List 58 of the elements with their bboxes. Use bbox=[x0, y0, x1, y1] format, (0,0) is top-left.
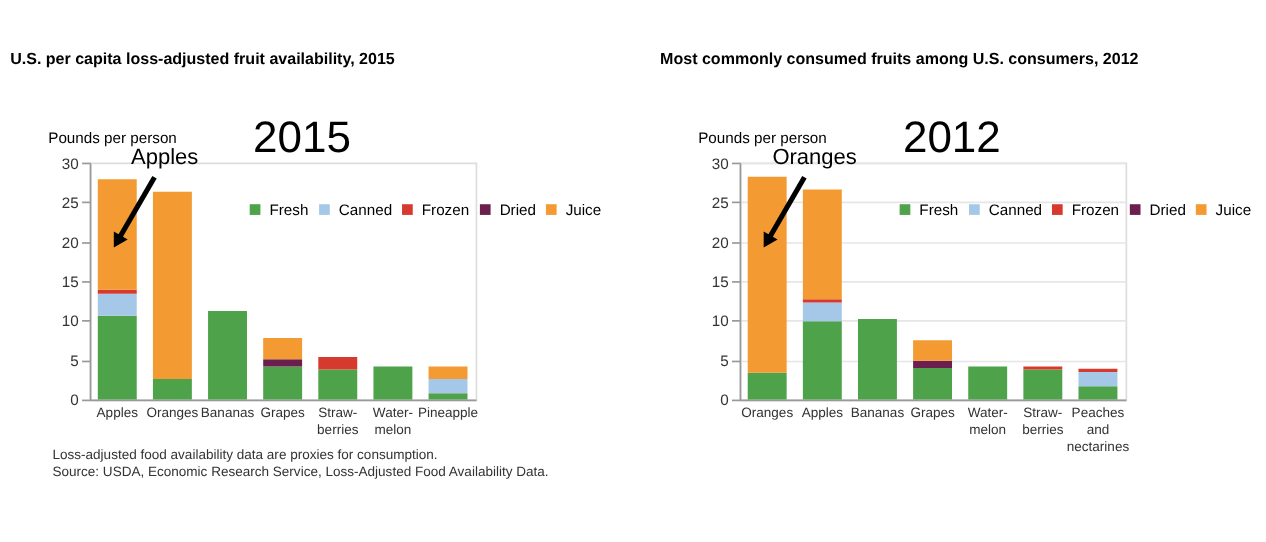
y-tick-label: 30 bbox=[711, 154, 729, 173]
bar bbox=[802, 321, 842, 400]
bar bbox=[747, 176, 787, 373]
y-tick-label: 5 bbox=[70, 351, 79, 370]
bar bbox=[1023, 369, 1063, 400]
bar bbox=[208, 311, 247, 400]
bar bbox=[263, 366, 303, 400]
bar bbox=[428, 366, 468, 380]
bar bbox=[318, 369, 358, 400]
text: 2015 bbox=[252, 112, 351, 163]
y-tick-label: 15 bbox=[61, 273, 79, 291]
bar bbox=[802, 302, 842, 322]
bar bbox=[913, 367, 953, 400]
legend-label: Fresh bbox=[919, 200, 959, 219]
bar bbox=[968, 366, 1008, 400]
annotation: Apples bbox=[131, 145, 200, 170]
legend-label: Juice bbox=[1215, 200, 1252, 219]
y-tick-label: 0 bbox=[70, 391, 79, 410]
bar bbox=[318, 356, 358, 370]
bar bbox=[857, 318, 897, 400]
bar bbox=[97, 293, 137, 316]
bar bbox=[263, 337, 303, 360]
bar bbox=[802, 189, 842, 300]
y-tick-label: 25 bbox=[711, 194, 729, 213]
legend-label: Frozen bbox=[1071, 200, 1120, 219]
bar bbox=[373, 366, 413, 400]
y-tick-label: 15 bbox=[711, 273, 729, 291]
y-tick-label: 25 bbox=[61, 194, 79, 213]
bar bbox=[152, 191, 192, 380]
bar bbox=[97, 179, 137, 290]
y-tick-label: 20 bbox=[61, 233, 79, 252]
y-tick-label: 0 bbox=[720, 391, 729, 410]
y-tick-label: 30 bbox=[61, 154, 79, 173]
y-tick-label: 20 bbox=[711, 233, 729, 252]
bar bbox=[97, 315, 137, 400]
legend-label: Canned bbox=[338, 200, 393, 219]
legend-label: Dried bbox=[1149, 200, 1186, 219]
y-tick-label: 10 bbox=[61, 312, 79, 331]
y-tick-label: 5 bbox=[720, 351, 729, 370]
bar bbox=[913, 340, 953, 361]
bar bbox=[152, 379, 192, 400]
bar bbox=[428, 393, 468, 400]
bar bbox=[747, 372, 787, 400]
y-tick-label: 10 bbox=[711, 312, 729, 331]
y-axis-title: Pounds per person bbox=[698, 129, 827, 148]
bar bbox=[263, 359, 303, 367]
legend-label: Fresh bbox=[269, 200, 309, 219]
legend-label: Juice bbox=[565, 200, 602, 219]
legend-label: Dried bbox=[499, 200, 536, 219]
bar bbox=[1078, 371, 1118, 387]
bar bbox=[1078, 386, 1118, 400]
text: 2012 bbox=[902, 112, 1001, 163]
legend-label: Frozen bbox=[421, 200, 470, 219]
annotation: Oranges bbox=[772, 145, 858, 170]
bar bbox=[428, 379, 468, 394]
y-axis-title: Pounds per person bbox=[48, 129, 177, 148]
bar bbox=[913, 360, 953, 368]
legend-label: Canned bbox=[988, 200, 1043, 219]
